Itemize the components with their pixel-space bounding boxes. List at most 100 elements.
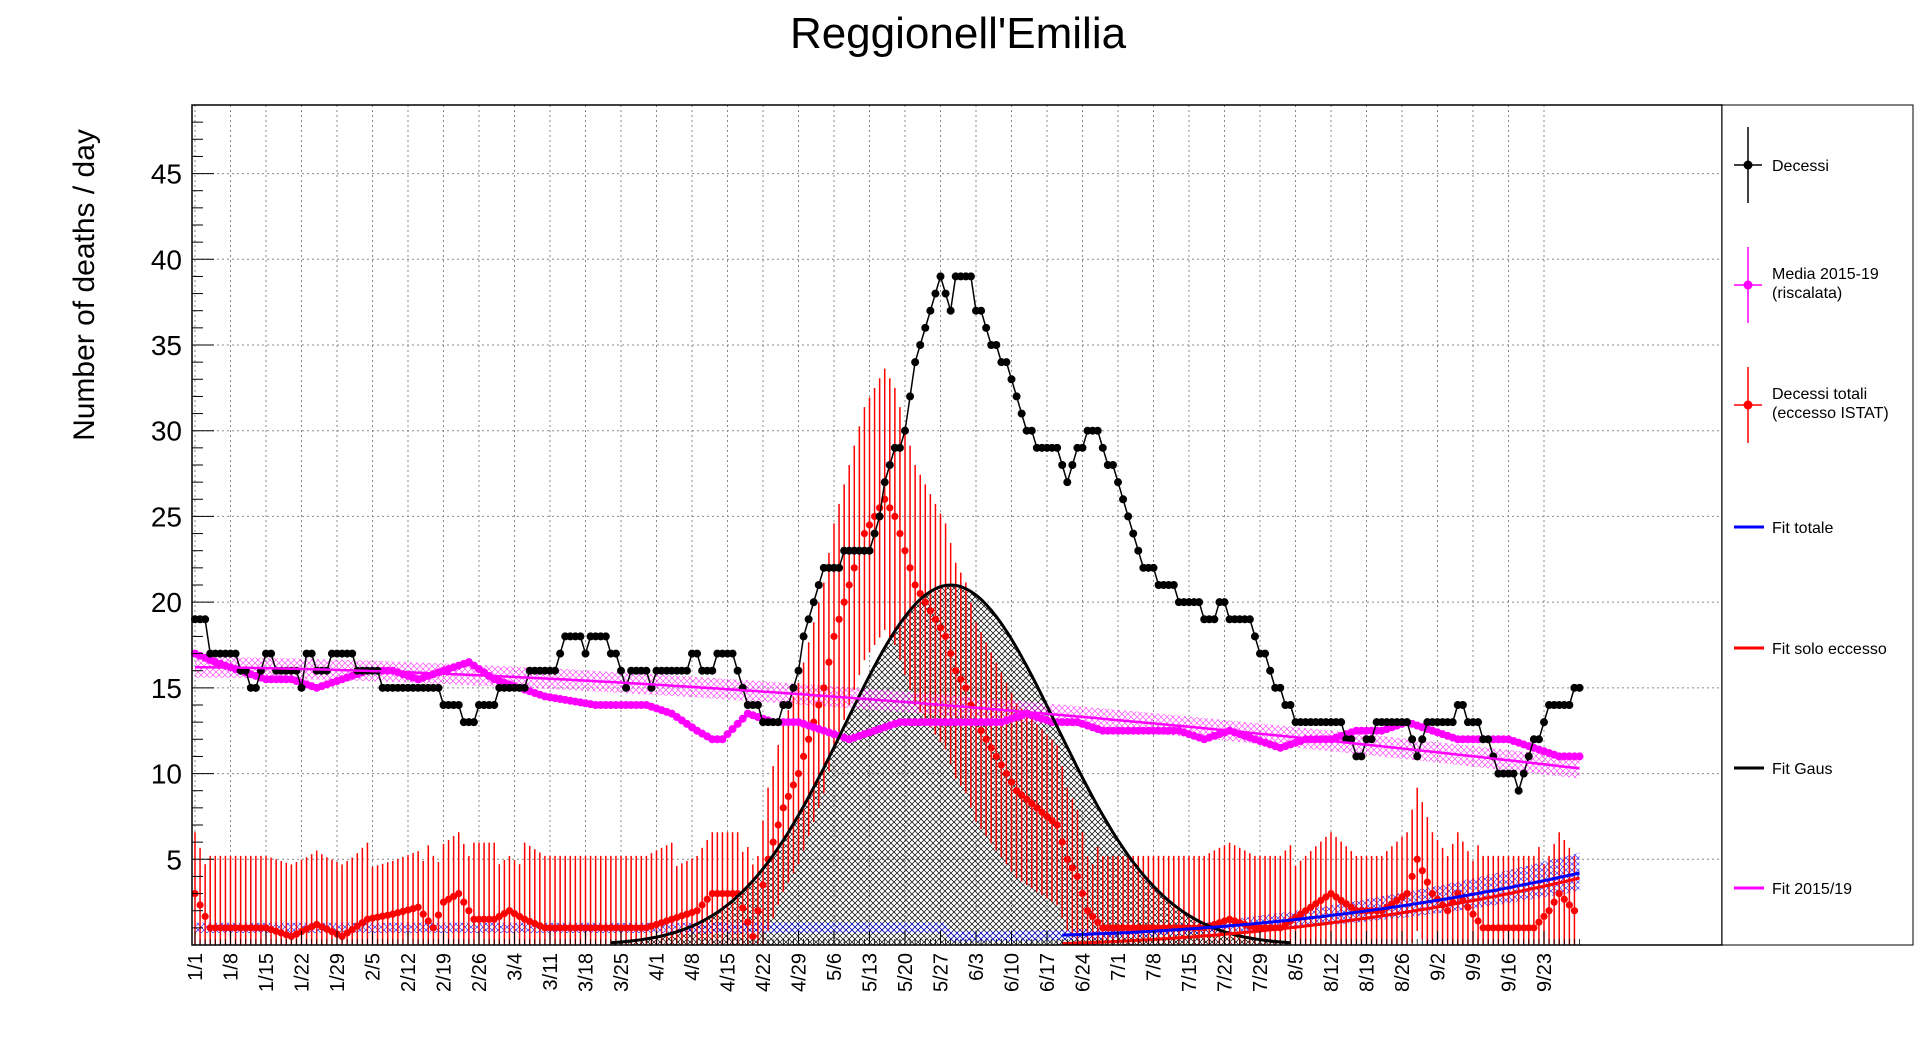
decessi-marker [1093,426,1102,435]
eccesso-marker [1540,912,1548,921]
eccesso-marker [1525,924,1533,932]
decessi-marker [865,546,874,555]
eccesso-marker [541,924,549,932]
decessi-marker [1367,735,1376,744]
eccesso-marker [886,504,894,512]
x-tick-label: 4/8 [682,953,704,981]
media-marker [733,719,742,728]
x-tick-label: 9/9 [1463,953,1485,981]
eccesso-marker [201,912,209,921]
eccesso-marker [627,924,635,932]
eccesso-marker [693,907,701,915]
x-tick-label: 5/13 [860,953,882,992]
eccesso-marker [465,907,473,915]
decessi-marker [1534,735,1543,744]
eccesso-marker [739,904,747,912]
eccesso-marker [1038,808,1046,816]
decessi-marker [1484,735,1493,744]
x-tick-label: 3/25 [611,953,633,992]
fit-totale-curve [1062,871,1580,937]
y-tick-label: 40 [151,244,182,275]
y-tick-label: 35 [151,330,182,361]
x-tick-label: 2/19 [434,953,456,992]
decessi-marker [1119,495,1128,504]
decessi-marker [1114,478,1122,487]
x-tick-label: 5/20 [895,953,917,992]
decessi-marker [1012,392,1021,401]
legend: Decessi Media 2015-19 (riscalata) Decessi t… [1721,104,1914,946]
decessi-marker [348,649,357,658]
eccesso-marker [1479,924,1487,932]
eccesso-marker [1124,924,1132,932]
decessi-marker [1514,786,1523,795]
decessi-marker [642,666,651,675]
eccesso-marker [211,924,219,932]
y-tick-label: 45 [151,159,182,190]
eccesso-marker [865,521,874,529]
eccesso-marker [1504,924,1513,932]
eccesso-marker [931,615,940,623]
legend-label: Fit solo eccesso [1772,641,1887,658]
x-tick-label: 7/1 [1108,953,1130,981]
x-tick-label: 7/15 [1179,953,1201,992]
decessi-marker [520,683,529,692]
x-tick-label: 7/22 [1215,953,1237,992]
eccesso-marker [1413,855,1421,863]
y-tick-label: 5 [166,844,182,875]
fit-2015-19-curve [195,666,1580,770]
decessi-marker [753,701,762,709]
legend-marker [1743,160,1753,170]
eccesso-marker [571,924,579,932]
x-tick-label: 7/29 [1250,953,1272,992]
eccesso-marker [698,901,706,909]
eccesso-marker [992,752,1000,761]
decessi-marker [267,649,276,658]
decessi-marker [1098,443,1107,452]
eccesso-marker [1393,896,1401,905]
media-marker [738,714,747,723]
decessi-marker [774,718,783,727]
decessi-marker [1220,598,1229,607]
x-tick-label: 6/17 [1037,953,1059,992]
eccesso-marker [1033,804,1041,812]
eccesso-marker [1322,893,1330,901]
decessi-marker [1169,581,1178,589]
x-tick-label: 9/23 [1534,953,1556,992]
decessi-marker [1276,683,1285,692]
decessi-marker [936,272,945,281]
eccesso-marker [455,889,463,898]
eccesso-marker [1484,924,1492,932]
eccesso-marker [480,915,488,923]
media-marker [723,730,732,739]
eccesso-marker [941,632,950,641]
plot-area [191,104,1723,946]
decessi-marker [1357,752,1366,761]
x-tick-label: 5/27 [931,953,953,992]
eccesso-marker [1144,924,1153,932]
decessi-marker [1195,598,1204,607]
decessi-marker [901,426,909,435]
eccesso-marker [1129,924,1137,932]
decessi-marker [693,649,702,658]
x-tick-label: 1/1 [185,953,207,981]
eccesso-marker [987,744,995,752]
decessi-marker [434,683,443,692]
fit-2015-19-band [195,657,1580,779]
eccesso-marker [1312,900,1320,908]
eccesso-marker [1408,872,1416,881]
eccesso-marker [1043,812,1051,821]
eccesso-marker [252,924,260,932]
decessi-marker [1108,461,1117,469]
decessi-marker [835,563,844,572]
decessi-marker [875,512,884,521]
eccesso-marker [1555,889,1563,898]
y-tick-label: 25 [151,501,182,532]
decessi-marker [880,478,889,487]
eccesso-marker [1545,907,1553,915]
eccesso-marker [1570,907,1579,915]
eccesso-marker [221,924,230,932]
eccesso-marker [1063,855,1071,863]
eccesso-marker [1251,924,1259,932]
decessi-marker [231,649,240,658]
chart-title: Reggionell'Emilia [790,9,1127,58]
